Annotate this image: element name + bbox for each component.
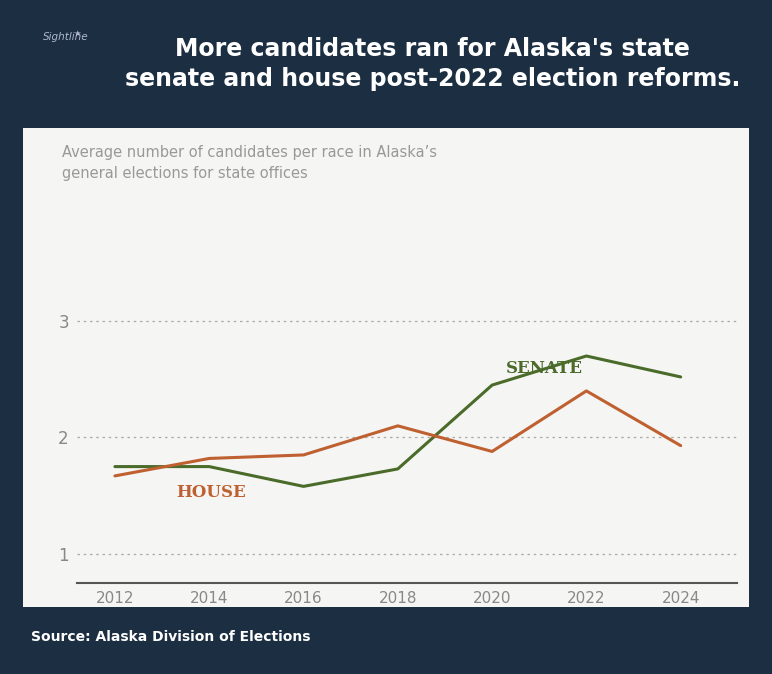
Text: Source: Alaska Division of Elections: Source: Alaska Division of Elections: [31, 630, 310, 644]
Text: Average number of candidates per race in Alaska’s
general elections for state of: Average number of candidates per race in…: [62, 145, 437, 181]
Text: HOUSE: HOUSE: [176, 484, 246, 501]
Text: ★: ★: [73, 29, 81, 38]
Text: Sightline: Sightline: [42, 32, 88, 42]
Text: More candidates ran for Alaska's state
senate and house post-2022 election refor: More candidates ran for Alaska's state s…: [124, 36, 740, 92]
Text: SENATE: SENATE: [506, 360, 583, 377]
